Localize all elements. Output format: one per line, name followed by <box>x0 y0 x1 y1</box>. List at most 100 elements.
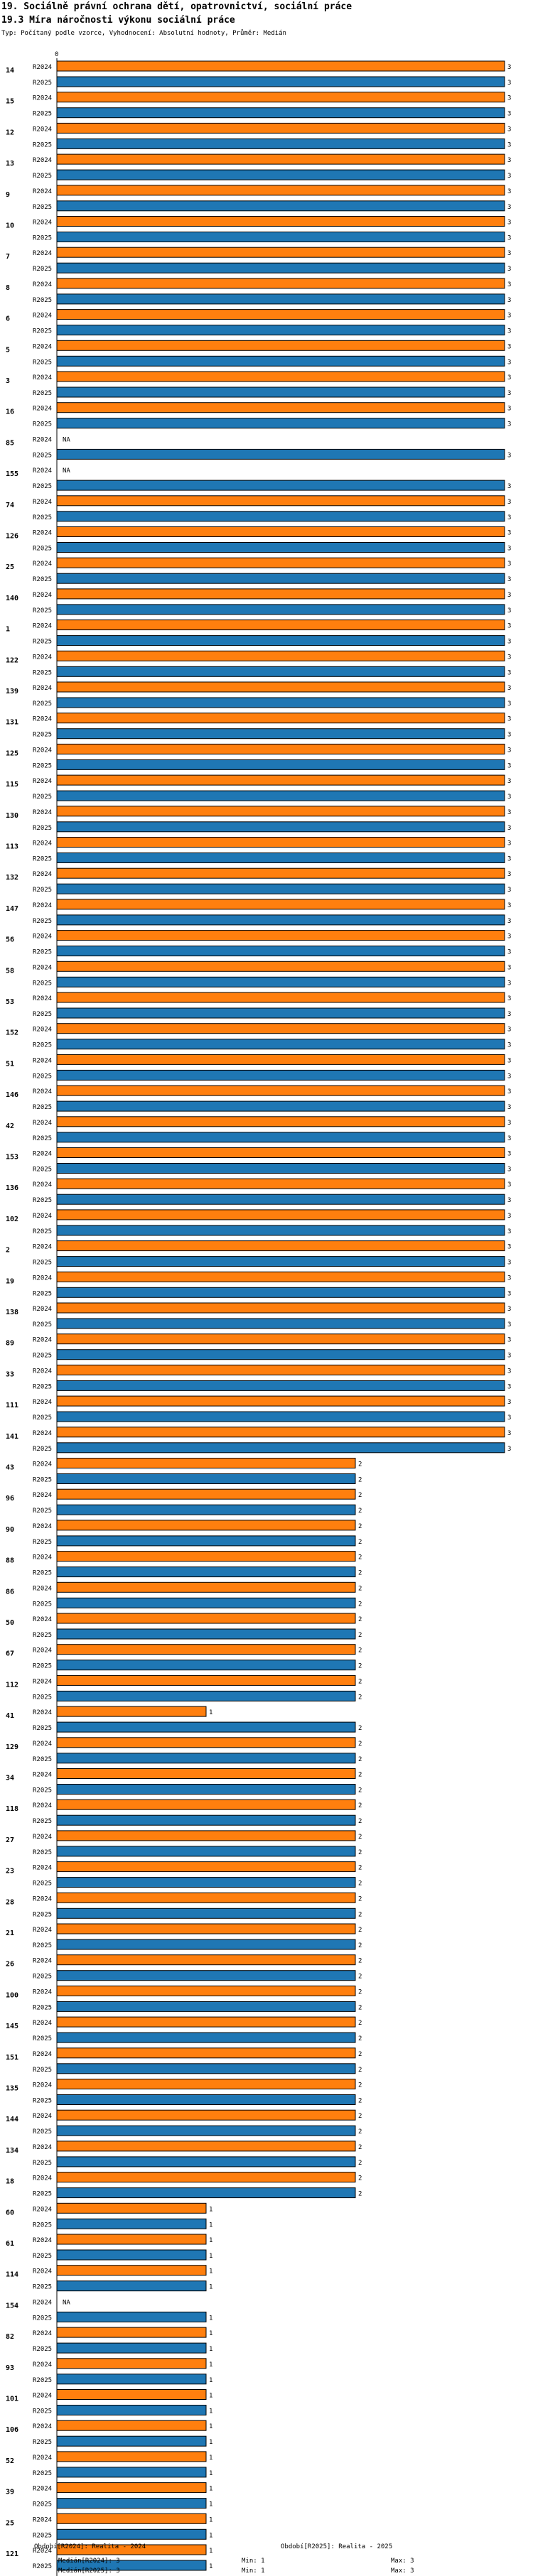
series-label: R2024 <box>33 1027 52 1034</box>
series-label: R2024 <box>33 964 52 971</box>
series-label: R2025 <box>33 2221 52 2229</box>
data-label: 3 <box>507 871 511 878</box>
bar-r2025 <box>56 1907 356 1919</box>
bar-r2024 <box>56 526 505 537</box>
data-label: 3 <box>507 1197 511 1204</box>
bar-r2025 <box>56 976 505 987</box>
data-label: 3 <box>507 1151 511 1158</box>
series-label: R2025 <box>33 1756 52 1763</box>
series-label: R2024 <box>33 499 52 506</box>
bar-r2025 <box>56 1287 505 1298</box>
series-label: R2024 <box>33 2020 52 2027</box>
footer-r2025-median: Medián[R2025]: 3 <box>58 2567 120 2575</box>
bar-r2024 <box>56 153 505 165</box>
series-label: R2025 <box>33 1601 52 1608</box>
category-label: 53 <box>6 998 14 1006</box>
category-label: 153 <box>6 1154 18 1162</box>
data-label: 1 <box>209 2470 212 2477</box>
data-label: 2 <box>358 1958 362 1965</box>
data-label: 3 <box>507 762 511 769</box>
series-label: R2025 <box>33 2191 52 2198</box>
bar-r2024 <box>56 1674 356 1686</box>
data-label: 3 <box>507 1057 511 1064</box>
category-label: 34 <box>6 1775 14 1782</box>
data-label: 3 <box>507 220 511 227</box>
data-label: 2 <box>358 1678 362 1685</box>
category-label: 61 <box>6 2240 14 2248</box>
data-label: 1 <box>209 2393 212 2400</box>
series-label: R2024 <box>33 1430 52 1437</box>
data-label: 2 <box>358 1539 362 1546</box>
bar-r2025 <box>56 262 505 274</box>
bar-r2025 <box>56 76 505 87</box>
series-label: R2025 <box>33 2315 52 2322</box>
bar-r2025 <box>56 946 505 957</box>
bar-r2024 <box>56 1458 356 1468</box>
data-label: 3 <box>507 374 511 381</box>
bar-r2025 <box>56 386 505 398</box>
series-label: R2025 <box>33 1632 52 1639</box>
bar-r2024 <box>56 1768 356 1779</box>
data-label: 3 <box>507 546 511 553</box>
bar-r2024 <box>56 92 505 103</box>
data-label: 3 <box>507 980 511 987</box>
x-axis-tick-label: 0 <box>55 51 58 58</box>
series-label: R2025 <box>33 1042 52 1049</box>
bar-r2025 <box>56 635 505 646</box>
bar-r2025 <box>56 728 505 740</box>
bar-r2024 <box>56 1333 505 1345</box>
series-label: R2024 <box>33 1709 52 1716</box>
data-label: 3 <box>507 700 511 708</box>
category-label: 86 <box>6 1588 14 1596</box>
series-label: R2024 <box>33 436 52 443</box>
category-label: 145 <box>6 2023 18 2030</box>
series-label: R2025 <box>33 949 52 956</box>
bar-r2024 <box>56 309 505 320</box>
category-label: 96 <box>6 1495 14 1503</box>
data-label: 3 <box>507 1011 511 1018</box>
category-label: 12 <box>6 129 14 136</box>
bar-r2024 <box>56 1581 356 1593</box>
category-label: 41 <box>6 1712 14 1720</box>
series-label: R2025 <box>33 794 52 801</box>
series-label: R2024 <box>33 2516 52 2523</box>
data-label: 1 <box>209 2284 212 2291</box>
series-label: R2024 <box>33 374 52 381</box>
category-label: 112 <box>6 1681 18 1689</box>
data-label: 3 <box>507 1353 511 1360</box>
series-label: R2025 <box>33 607 52 615</box>
bar-r2025 <box>56 293 505 305</box>
data-label: 3 <box>507 1446 511 1453</box>
data-label: 3 <box>507 902 511 909</box>
category-label: 135 <box>6 2085 18 2093</box>
bar-r2024 <box>56 402 505 413</box>
bar-r2024 <box>56 1861 356 1873</box>
bar-r2024 <box>56 1613 356 1624</box>
series-label: R2025 <box>33 2035 52 2042</box>
series-label: R2025 <box>33 2067 52 2074</box>
data-label: 2 <box>358 1554 362 1562</box>
data-label: 3 <box>507 1104 511 1111</box>
category-label: 90 <box>6 1526 14 1534</box>
category-label: 23 <box>6 1868 14 1876</box>
series-label: R2024 <box>33 2455 52 2462</box>
series-label: R2024 <box>33 2486 52 2493</box>
data-label: 3 <box>507 281 511 288</box>
category-label: 111 <box>6 1402 18 1409</box>
series-label: R2024 <box>33 64 52 71</box>
series-label: R2025 <box>33 514 52 521</box>
series-label: R2024 <box>33 1088 52 1095</box>
bar-r2024 <box>56 1302 505 1314</box>
category-label: 146 <box>6 1091 18 1099</box>
footer-r2025-max: Max: 3 <box>391 2567 414 2575</box>
category-label: 122 <box>6 656 18 664</box>
series-label: R2024 <box>33 1181 52 1189</box>
data-label: 3 <box>507 639 511 646</box>
footer-r2024-period: Období[R2024]: Realita - 2024 <box>34 2543 146 2550</box>
data-label: 2 <box>358 1756 362 1763</box>
data-label: 1 <box>209 2455 212 2462</box>
data-label: 2 <box>358 1974 362 1981</box>
series-label: R2025 <box>33 546 52 553</box>
series-label: R2025 <box>33 2532 52 2539</box>
category-label: 130 <box>6 812 18 820</box>
